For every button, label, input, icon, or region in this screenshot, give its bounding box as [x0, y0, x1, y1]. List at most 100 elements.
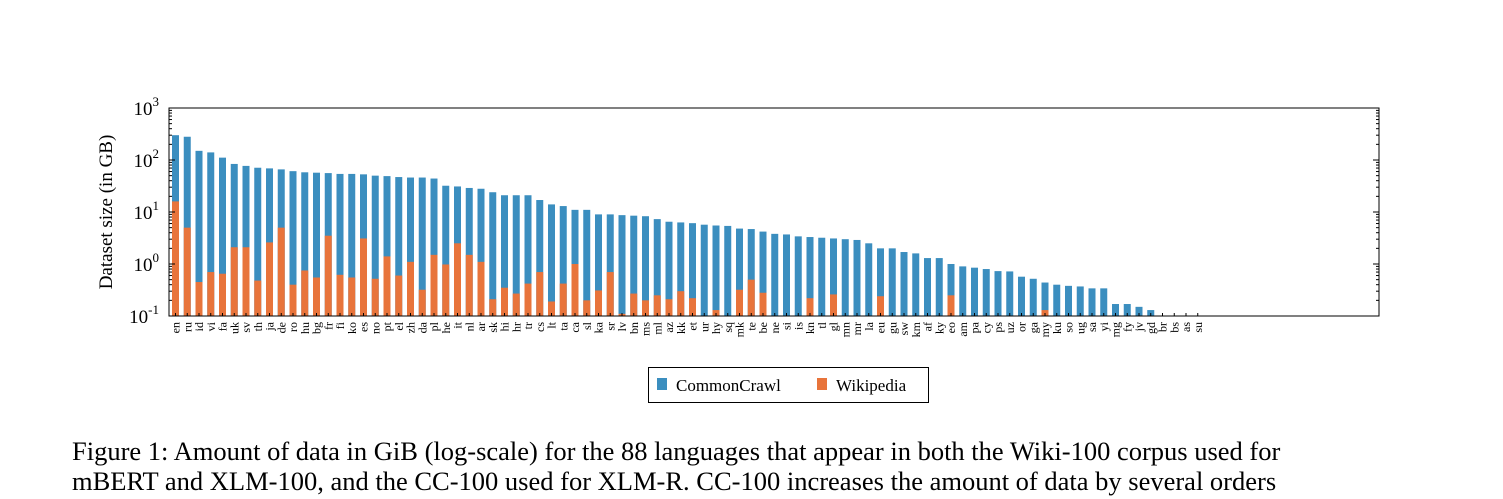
- x-tick-label-lt: lt: [545, 321, 559, 328]
- wikipedia-bar-eu: [877, 296, 884, 316]
- commoncrawl-bar-id: [195, 150, 203, 316]
- commoncrawl-bar-la: [865, 243, 873, 316]
- x-tick-label-de: de: [274, 322, 288, 333]
- caption-line-1: Figure 1: Amount of data in GiB (log-sca…: [72, 436, 1281, 466]
- x-tick-label-th: th: [251, 322, 265, 331]
- x-tick-label-sq: sq: [721, 322, 735, 333]
- x-tick-label-be: be: [756, 322, 770, 333]
- commoncrawl-bar-mk: [736, 228, 743, 316]
- x-tick-label-zh: zh: [404, 322, 418, 333]
- commoncrawl-bar-cy: [982, 269, 990, 316]
- wikipedia-bar-bg: [313, 277, 320, 316]
- y-tick-label: 101: [134, 198, 160, 224]
- commoncrawl-bar-ka: [595, 214, 602, 316]
- commoncrawl-bar-hy: [712, 225, 720, 316]
- x-tick-label-he: he: [439, 322, 453, 333]
- commoncrawl-bar-kk: [677, 222, 685, 316]
- x-tick-label-as: as: [1179, 322, 1193, 332]
- commoncrawl-bar-pa: [971, 267, 978, 316]
- x-tick-label-or: or: [1015, 322, 1029, 332]
- caption-line-2: mBERT and XLM-100, and the CC-100 used f…: [72, 466, 1277, 496]
- wikipedia-bar-zh: [407, 261, 414, 316]
- x-tick-label-ml: ml: [650, 321, 664, 334]
- wikipedia-bar-gl: [830, 294, 837, 316]
- x-tick-label-te: te: [744, 322, 758, 331]
- commoncrawl-bar-af: [924, 258, 931, 316]
- commoncrawl-bar-zh: [407, 177, 414, 316]
- commoncrawl-bar-he: [442, 185, 450, 316]
- wikipedia-bar-uk: [230, 247, 238, 316]
- commoncrawl-bar-so: [1065, 285, 1072, 316]
- x-tick-label-nl: nl: [462, 321, 476, 331]
- commoncrawl-bar-tr: [524, 195, 532, 316]
- wikipedia-bar-ca: [571, 264, 579, 316]
- commoncrawl-bar-uk: [230, 163, 238, 316]
- x-tick-label-fi: fi: [333, 321, 347, 329]
- commoncrawl-bar-ca: [571, 209, 579, 316]
- x-tick-label-am: am: [956, 321, 970, 336]
- x-tick-label-jv: jv: [1132, 322, 1146, 332]
- commoncrawl-bar-ga: [1029, 278, 1037, 316]
- commoncrawl-bar-hi: [501, 195, 508, 316]
- x-tick-label-hy: hy: [709, 322, 723, 334]
- wikipedia-bar-eo: [947, 295, 955, 316]
- commoncrawl-bar-sv: [242, 165, 250, 316]
- commoncrawl-bar-ms: [642, 216, 649, 316]
- x-tick-label-cy: cy: [979, 322, 993, 333]
- x-axis: enruidvifauksvthjaderohubgfrfikoesnoptel…: [169, 313, 1205, 337]
- x-tick-label-kk: kk: [674, 322, 688, 334]
- commoncrawl-bar-sk: [489, 192, 497, 316]
- x-tick-label-mn: mn: [838, 322, 852, 337]
- wikipedia-bar-sl: [583, 300, 591, 316]
- x-tick-label-uz: uz: [1003, 322, 1017, 333]
- commoncrawl-bar-is: [794, 236, 802, 316]
- wikipedia-bar-en: [172, 201, 179, 316]
- x-tick-label-bg: bg: [310, 322, 324, 334]
- x-tick-label-af: af: [921, 322, 935, 331]
- x-tick-label-az: az: [662, 322, 676, 333]
- wikipedia-bar-et: [689, 298, 696, 316]
- wikipedia-bar-it: [454, 243, 461, 316]
- x-tick-label-ms: ms: [639, 322, 653, 336]
- commoncrawl-bar-et: [689, 223, 696, 316]
- wikipedia-bar-bn: [630, 293, 638, 316]
- x-tick-label-hr: hr: [509, 322, 523, 332]
- wikipedia-bar-ro: [289, 284, 297, 316]
- wikipedia-bar-ta: [559, 283, 567, 316]
- commoncrawl-bar-bg: [313, 172, 320, 316]
- commoncrawl-bar-pl: [430, 178, 438, 316]
- commoncrawl-bar-el: [395, 177, 403, 316]
- legend-label-commoncrawl: CommonCrawl: [676, 376, 781, 395]
- x-tick-label-ga: ga: [1026, 321, 1040, 333]
- y-tick-label: 102: [134, 146, 160, 172]
- x-tick-label-ja: ja: [263, 321, 277, 331]
- wikipedia-bar-ml: [653, 295, 661, 316]
- commoncrawl-bar-ta: [559, 206, 567, 316]
- wikipedia-bar-kk: [677, 291, 685, 316]
- commoncrawl-bar-ml: [653, 219, 661, 316]
- wikipedia-bars: [172, 201, 1049, 316]
- wikipedia-bar-vi: [207, 272, 215, 316]
- commoncrawl-bar-gu: [888, 248, 896, 316]
- x-tick-label-uk: uk: [227, 322, 241, 334]
- x-tick-label-sr: sr: [603, 322, 617, 331]
- wikipedia-bar-ru: [183, 227, 191, 316]
- commoncrawl-bar-no: [371, 175, 379, 316]
- wikipedia-bar-th: [254, 280, 262, 316]
- commoncrawl-bar-fi: [336, 173, 344, 316]
- x-tick-label-lv: lv: [615, 322, 629, 331]
- commoncrawl-bar-sa: [1088, 288, 1096, 316]
- wikipedia-bar-de: [277, 227, 285, 316]
- commoncrawl-bar-be: [759, 231, 767, 316]
- commoncrawl-bar-hr: [512, 195, 520, 316]
- commoncrawl-bar-tl: [818, 237, 826, 316]
- y-tick-label: 10-1: [129, 302, 159, 328]
- legend-label-wikipedia: Wikipedia: [836, 376, 907, 395]
- x-tick-label-br: br: [1156, 322, 1170, 332]
- x-tick-label-sw: sw: [897, 322, 911, 336]
- commoncrawl-bar-sl: [583, 209, 591, 316]
- wikipedia-bar-ar: [477, 261, 485, 316]
- x-tick-label-et: et: [686, 321, 700, 330]
- y-tick-label: 100: [134, 250, 160, 276]
